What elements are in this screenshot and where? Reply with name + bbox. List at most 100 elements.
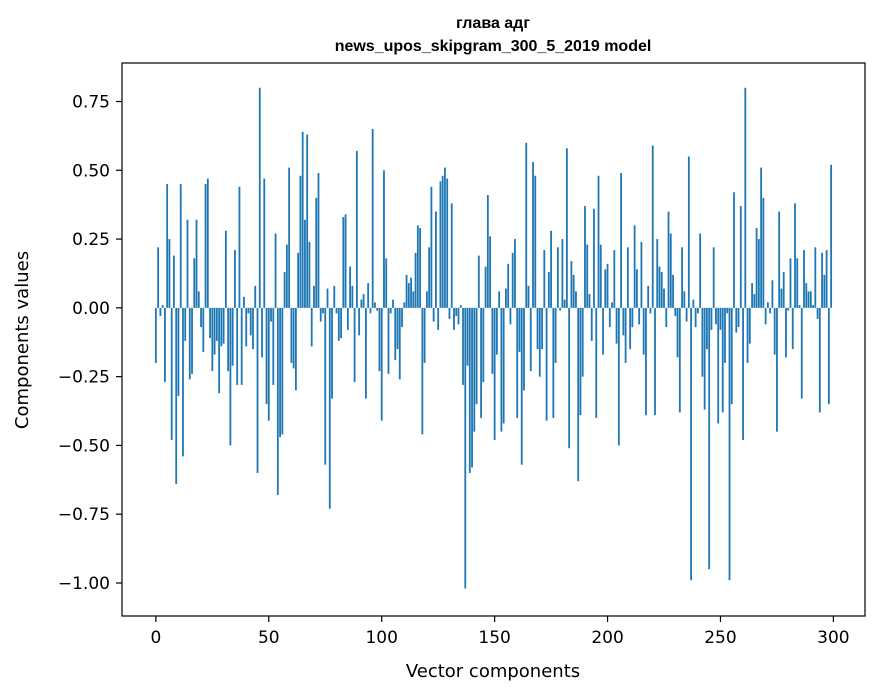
bar	[493, 307, 496, 440]
bar	[796, 258, 799, 308]
bar	[177, 307, 180, 396]
bar	[780, 288, 783, 308]
bar	[541, 307, 543, 350]
bar	[173, 255, 175, 308]
bar	[288, 167, 291, 308]
bar	[821, 252, 823, 308]
bar	[577, 307, 580, 482]
bar	[660, 272, 663, 308]
bar	[654, 307, 656, 416]
bar	[699, 233, 702, 308]
bar	[340, 307, 342, 339]
bar	[572, 274, 575, 308]
bar	[464, 307, 467, 589]
bar	[800, 307, 803, 399]
bar	[556, 247, 559, 308]
bar	[403, 302, 406, 308]
bar	[674, 307, 677, 317]
bar	[407, 283, 410, 308]
bar	[261, 307, 263, 358]
bar	[658, 266, 661, 308]
bar	[213, 307, 216, 355]
bar	[301, 131, 304, 308]
bar	[495, 307, 498, 355]
bar	[809, 291, 812, 308]
bar	[337, 307, 340, 341]
bar	[218, 307, 221, 394]
bar	[453, 307, 455, 330]
y-tick-label: −0.75	[58, 505, 110, 525]
bar	[281, 307, 284, 435]
bar	[188, 307, 191, 380]
bar	[224, 230, 227, 308]
bar	[200, 307, 202, 328]
bar	[645, 307, 647, 416]
bar	[728, 307, 731, 581]
bar	[525, 142, 528, 308]
bar	[755, 228, 758, 308]
y-axis: 0.75 0.50 0.25 0.00 −0.25 −0.50 −0.75 −1.00	[58, 93, 122, 594]
y-tick-label: −0.50	[58, 436, 110, 456]
x-axis-label: Vector components	[406, 661, 580, 682]
bar	[812, 305, 814, 308]
bar	[236, 307, 239, 385]
bar	[229, 307, 232, 446]
bar	[516, 307, 519, 418]
bar	[484, 266, 487, 308]
bar	[435, 211, 437, 308]
bar	[656, 239, 659, 308]
bar	[444, 167, 446, 308]
bar	[193, 258, 196, 308]
bar	[631, 307, 634, 328]
bar	[536, 307, 539, 350]
bar	[715, 307, 717, 325]
bar	[437, 307, 440, 330]
bar	[825, 250, 828, 308]
bar	[263, 178, 266, 308]
bar	[818, 307, 821, 413]
bar	[489, 236, 492, 308]
chart-title: глава адг	[456, 15, 530, 32]
bar	[534, 175, 537, 308]
bar	[584, 206, 586, 308]
bar	[687, 156, 690, 308]
bar	[405, 274, 408, 308]
bar	[730, 307, 733, 405]
x-tick-label: 0	[150, 628, 161, 648]
x-tick-label: 50	[258, 628, 280, 648]
bar	[764, 307, 767, 325]
bar	[672, 274, 674, 308]
bar	[502, 307, 505, 424]
bar	[346, 307, 349, 330]
bar	[299, 175, 302, 308]
bar	[505, 288, 507, 308]
bar	[789, 258, 792, 308]
x-tick-label: 200	[591, 628, 623, 648]
bar	[292, 307, 295, 369]
bar	[256, 307, 259, 473]
bar	[538, 307, 541, 377]
bar	[568, 307, 571, 449]
bar	[324, 307, 327, 465]
bar	[717, 307, 720, 424]
bar	[202, 307, 205, 352]
bar	[410, 277, 412, 308]
bar	[807, 291, 810, 308]
bar-series	[154, 87, 833, 589]
bar	[523, 307, 525, 391]
bar	[270, 307, 272, 322]
bar	[351, 285, 354, 308]
bar	[166, 184, 169, 308]
bar	[498, 291, 501, 308]
bar	[486, 195, 489, 308]
bar	[667, 211, 670, 308]
bar	[543, 250, 546, 308]
bar	[358, 307, 361, 336]
bar	[306, 134, 309, 308]
bar	[369, 307, 372, 314]
bar	[367, 283, 370, 308]
bar	[482, 307, 485, 383]
bar	[696, 307, 699, 314]
bar	[211, 307, 214, 372]
